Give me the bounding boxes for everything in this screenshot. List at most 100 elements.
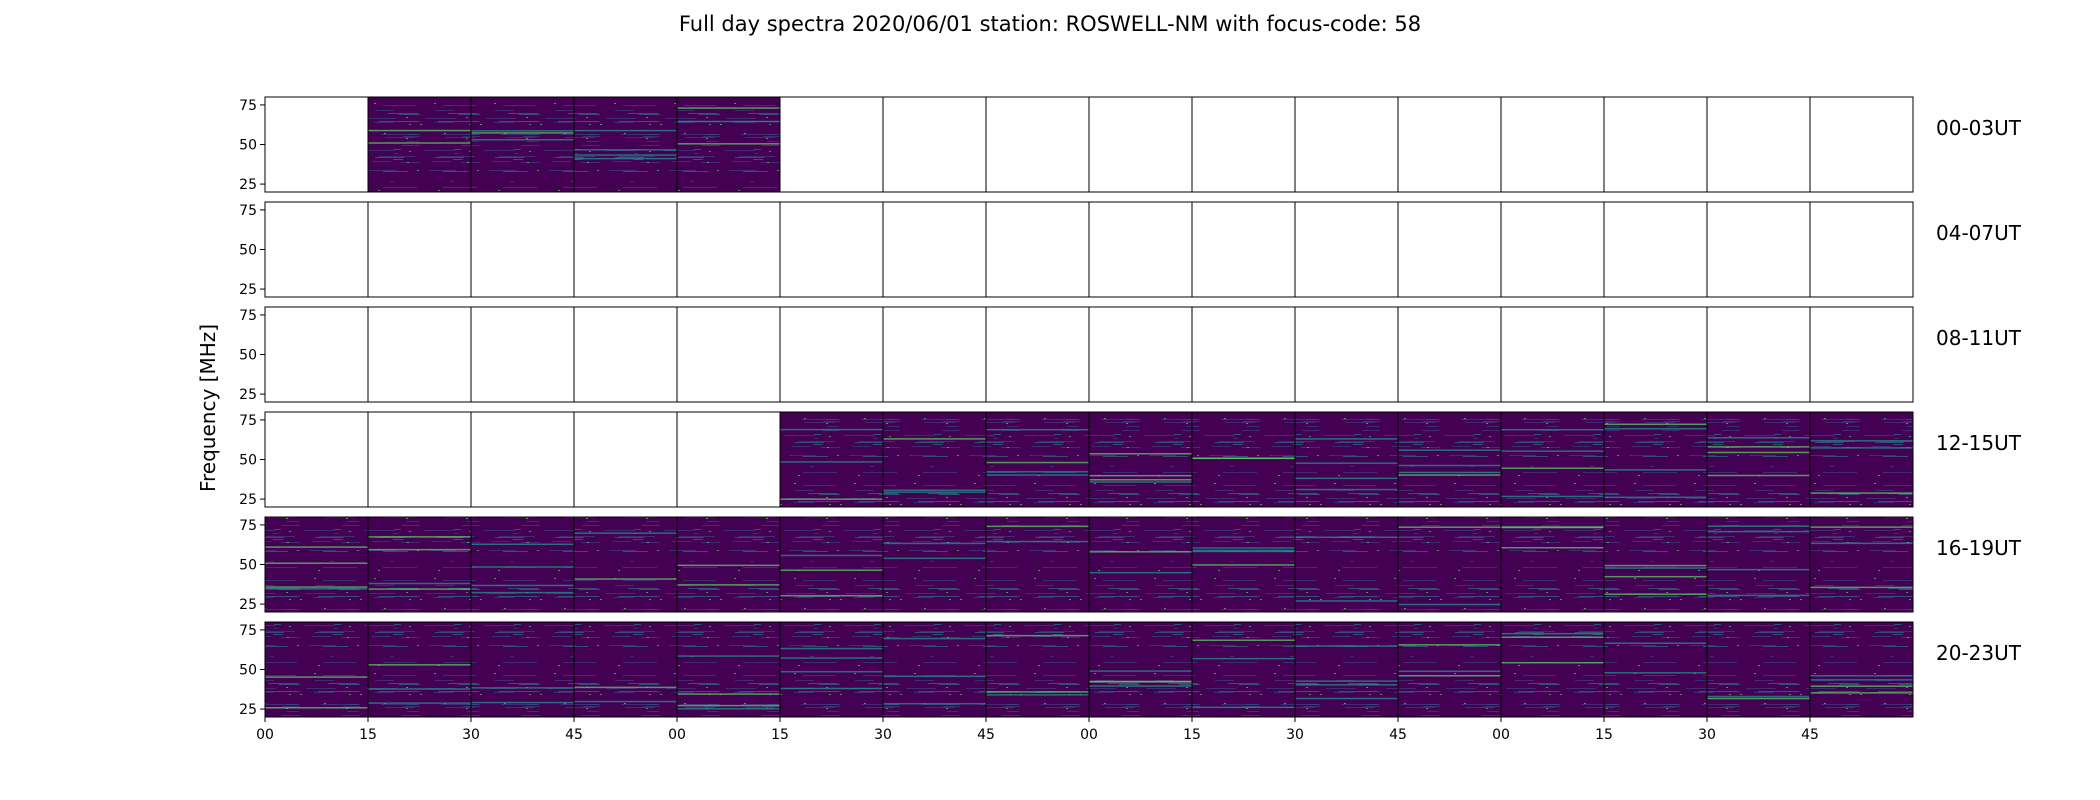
- spectrum-line: [1192, 547, 1295, 549]
- spectrum-line: [677, 655, 780, 657]
- spectrum-line: [677, 693, 780, 695]
- empty-panel: [1810, 307, 1913, 402]
- x-tick-label: 00: [1080, 727, 1098, 743]
- spectrum-panel: [1295, 412, 1398, 507]
- spectrum-line: [986, 461, 1089, 464]
- spectrum-line: [1810, 692, 1913, 694]
- spectrum-line: [883, 702, 986, 705]
- spectrum-line: [780, 428, 883, 431]
- spectrum-panel: [1604, 412, 1707, 507]
- empty-panel: [677, 307, 780, 402]
- spectrum-line: [1707, 530, 1810, 533]
- chart-row: 25 50 75 04-07UT: [239, 201, 2022, 298]
- spectrum-line: [677, 143, 780, 145]
- spectrum-line: [471, 591, 574, 594]
- y-tick-label: 75: [239, 308, 257, 324]
- spectrum-line: [677, 584, 780, 586]
- empty-panel: [1501, 202, 1604, 297]
- empty-panel: [677, 202, 780, 297]
- spectrum-line: [1707, 525, 1810, 527]
- empty-panel: [1192, 202, 1295, 297]
- spectrum-line: [1501, 450, 1604, 452]
- x-tick-label: 15: [771, 727, 789, 743]
- spectrum-line: [1501, 636, 1604, 638]
- y-tick-label: 25: [239, 387, 257, 403]
- spectrum-line: [1604, 642, 1707, 644]
- row-label: 08-11UT: [1936, 326, 2022, 350]
- spectrum-line: [1398, 644, 1501, 646]
- spectrum-line: [1604, 564, 1707, 567]
- y-tick-label: 50: [239, 348, 257, 364]
- spectrum-line: [1192, 564, 1295, 566]
- spectrum-line: [1295, 477, 1398, 480]
- spectrum-panel: [986, 412, 1089, 507]
- spectrum-line: [780, 687, 883, 690]
- spectrum-panel: [1810, 517, 1913, 612]
- spectrum-line: [677, 107, 780, 109]
- spectrum-line: [1501, 495, 1604, 498]
- spectrum-line: [1398, 674, 1501, 677]
- spectrum-panel: [1398, 622, 1501, 717]
- empty-panel: [265, 307, 368, 402]
- spectrum-panel: [780, 412, 883, 507]
- spectrum-line: [883, 438, 986, 440]
- x-tick-label: 15: [1183, 727, 1201, 743]
- spectrum-line: [1810, 675, 1913, 677]
- chart-row: 25 50 75 08-11UT: [239, 306, 2022, 403]
- spectrum-panel: [1398, 412, 1501, 507]
- spectrum-line: [883, 489, 986, 491]
- spectrum-line: [1707, 568, 1810, 571]
- empty-panel: [780, 202, 883, 297]
- spectrum-line: [986, 694, 1089, 696]
- empty-panel: [574, 202, 677, 297]
- spectrum-line: [1192, 657, 1295, 660]
- spectrum-line: [1707, 446, 1810, 448]
- spectrum-line: [1295, 488, 1398, 491]
- spectrum-line: [574, 686, 677, 689]
- spectrum-line: [1398, 449, 1501, 451]
- empty-panel: [574, 412, 677, 507]
- spectrum-line: [368, 129, 471, 132]
- spectrum-line: [265, 676, 368, 678]
- spectrum-line: [471, 701, 574, 704]
- spectrum-panel: [574, 517, 677, 612]
- spectrum-line: [1810, 679, 1913, 681]
- spectrum-line: [677, 564, 780, 567]
- spectrum-line: [471, 130, 574, 132]
- spectrum-line: [368, 536, 471, 538]
- x-tick-label: 15: [1595, 727, 1613, 743]
- spectrum-line: [368, 588, 471, 590]
- spectrum-panel: [780, 622, 883, 717]
- empty-panel: [1295, 307, 1398, 402]
- spectrum-line: [265, 562, 368, 564]
- spectrum-panel: [1707, 412, 1810, 507]
- y-tick-label: 75: [239, 518, 257, 534]
- spectrum-line: [986, 540, 1089, 543]
- spectrum-line: [780, 670, 883, 673]
- empty-panel: [1089, 202, 1192, 297]
- spectrum-line: [677, 704, 780, 707]
- spectrum-line: [1501, 661, 1604, 664]
- empty-panel: [368, 307, 471, 402]
- spectrum-line: [1295, 645, 1398, 647]
- empty-panel: [265, 202, 368, 297]
- spectrum-line: [574, 578, 677, 580]
- spectrum-panel: [1501, 622, 1604, 717]
- spectrum-line: [883, 675, 986, 678]
- y-tick-label: 75: [239, 623, 257, 639]
- spectrum-line: [677, 708, 780, 710]
- spectrum-line: [780, 569, 883, 571]
- empty-panel: [1604, 307, 1707, 402]
- spectrum-line: [574, 532, 677, 534]
- empty-panel: [1089, 97, 1192, 192]
- spectrum-panel: [1810, 622, 1913, 717]
- empty-panel: [883, 202, 986, 297]
- empty-panel: [883, 307, 986, 402]
- spectrum-line: [780, 498, 883, 500]
- spectrum-line: [1810, 440, 1913, 442]
- y-tick-label: 50: [239, 558, 257, 574]
- spectrum-panel: [1707, 622, 1810, 717]
- spectrum-panel: [986, 517, 1089, 612]
- spectrum-line: [1192, 457, 1295, 459]
- empty-panel: [1810, 97, 1913, 192]
